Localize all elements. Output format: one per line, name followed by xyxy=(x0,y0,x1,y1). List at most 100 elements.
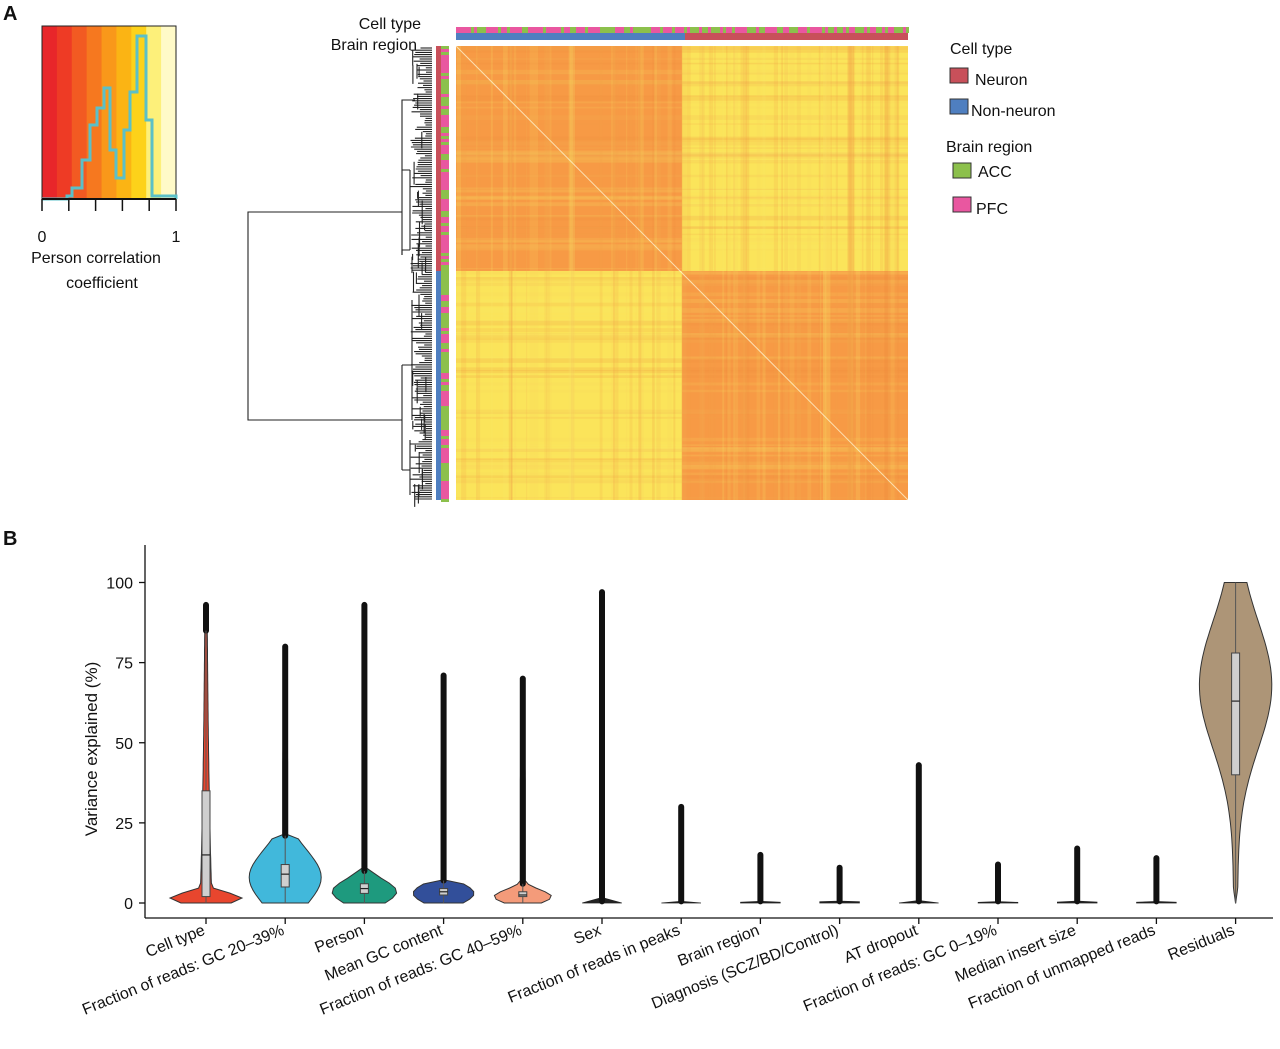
top-brain-region-cell xyxy=(855,27,858,33)
top-brain-region-cell xyxy=(552,27,555,33)
heatmap-col-stripe xyxy=(569,46,572,500)
side-brain-region-cell xyxy=(441,469,449,472)
side-brain-region-cell xyxy=(441,385,449,388)
heatmap-col-stripe xyxy=(544,46,546,500)
top-brain-region-cell xyxy=(492,27,495,33)
dendrogram-branch xyxy=(401,99,415,171)
top-brain-region-cell xyxy=(723,27,726,33)
side-brain-region-cell xyxy=(441,424,449,427)
top-brain-region-cell xyxy=(834,27,837,33)
side-brain-region-cell xyxy=(441,328,449,331)
side-cell-type-non-neuron xyxy=(436,271,441,500)
top-brain-region-cell xyxy=(738,27,741,33)
side-annotation-bars xyxy=(436,46,449,502)
side-brain-region-cell xyxy=(441,223,449,226)
box-iqr xyxy=(518,891,528,898)
dendrogram xyxy=(247,47,432,507)
heatmap-col-stripe xyxy=(852,46,855,500)
top-brain-region-cell xyxy=(471,27,474,33)
side-brain-region-cell xyxy=(441,382,449,385)
top-brain-region-cell xyxy=(573,27,576,33)
heatmap-col-stripe xyxy=(830,46,832,500)
side-brain-region-cell xyxy=(441,187,449,190)
side-brain-region-cell xyxy=(441,433,449,436)
side-brain-region-cell xyxy=(441,310,449,313)
top-brain-region-cell xyxy=(729,27,732,33)
side-brain-region-cell xyxy=(441,325,449,328)
heatmap-col-stripe xyxy=(546,46,550,500)
top-brain-region-cell xyxy=(714,27,717,33)
top-brain-region-cell xyxy=(870,27,873,33)
heatmap-col-stripe xyxy=(476,46,481,500)
heatmap-col-stripe xyxy=(822,46,827,500)
side-brain-region-cell xyxy=(441,190,449,193)
y-axis-label: Variance explained (%) xyxy=(82,662,101,837)
side-brain-region-cell xyxy=(441,142,449,145)
heatmap-block-bottom-left xyxy=(456,271,682,500)
side-brain-region-cell xyxy=(441,460,449,463)
heatmap-col-stripe xyxy=(822,46,827,500)
heatmap-legend: Cell type Neuron Non-neuron Brain region… xyxy=(946,41,1056,218)
top-brain-region-cell xyxy=(786,27,789,33)
box-iqr xyxy=(201,790,211,898)
top-brain-region-cell xyxy=(744,27,747,33)
top-brain-region-cell xyxy=(606,27,609,33)
color-key-xlabel-line2: coefficient xyxy=(66,275,138,292)
top-brain-region-cell xyxy=(690,27,693,33)
side-brain-region-cell xyxy=(441,313,449,316)
top-brain-region-cell xyxy=(621,27,624,33)
top-brain-region-cell xyxy=(510,27,513,33)
side-brain-region-cell xyxy=(441,451,449,454)
color-key-tick-1: 1 xyxy=(172,229,181,246)
legend-label-neuron: Neuron xyxy=(975,72,1027,89)
heatmap-col-stripe xyxy=(667,46,672,500)
side-brain-region-cell xyxy=(441,175,449,178)
side-brain-region-cell xyxy=(441,64,449,67)
top-brain-region-cell xyxy=(756,27,759,33)
top-brain-region-cell xyxy=(519,27,522,33)
top-brain-region-cell xyxy=(657,27,660,33)
violin-group xyxy=(168,601,244,904)
top-brain-region-cell xyxy=(822,27,825,33)
side-brain-region-cell xyxy=(441,127,449,130)
top-brain-region-cell xyxy=(558,27,561,33)
top-brain-region-cell xyxy=(789,27,792,33)
top-brain-region-cell xyxy=(594,27,597,33)
top-brain-region-cell xyxy=(642,27,645,33)
heatmap-col-stripe xyxy=(549,46,552,500)
heatmap-col-stripe xyxy=(743,46,747,500)
side-brain-region-cell xyxy=(441,304,449,307)
heatmap-col-stripe xyxy=(461,46,467,500)
side-brain-region-cell xyxy=(441,241,449,244)
top-brain-region-cell xyxy=(732,27,735,33)
side-brain-region-cell xyxy=(441,121,449,124)
side-brain-region-cell xyxy=(441,73,449,76)
y-tick-label: 50 xyxy=(115,736,133,753)
violin-group xyxy=(582,589,622,905)
top-brain-region-cell xyxy=(483,27,486,33)
heatmap-col-stripe xyxy=(887,46,891,500)
heatmap-col-stripe xyxy=(850,46,853,500)
top-brain-region-cell xyxy=(543,27,546,33)
side-brain-region-cell xyxy=(441,298,449,301)
top-brain-region-cell xyxy=(516,27,519,33)
top-brain-region-cell xyxy=(639,27,642,33)
side-brain-region-cell xyxy=(441,472,449,475)
top-brain-region-cell xyxy=(762,27,765,33)
dendrogram-branch xyxy=(401,364,412,471)
heatmap-col-stripe xyxy=(733,46,736,500)
violin-group xyxy=(819,864,860,905)
violin-group xyxy=(740,851,781,905)
heatmap-col-stripe xyxy=(866,46,871,500)
color-key-band xyxy=(56,26,73,199)
side-brain-region-cell xyxy=(441,118,449,121)
side-brain-region-cell xyxy=(441,124,449,127)
top-brain-region-cell xyxy=(465,27,468,33)
side-brain-region-cell xyxy=(441,283,449,286)
top-brain-region-cell xyxy=(477,27,480,33)
top-brain-region-cell xyxy=(843,27,846,33)
side-brain-region-cell xyxy=(441,403,449,406)
heatmap-col-stripe xyxy=(529,46,535,500)
top-brain-region-cell xyxy=(462,27,465,33)
heatmap-col-stripe xyxy=(525,46,528,500)
